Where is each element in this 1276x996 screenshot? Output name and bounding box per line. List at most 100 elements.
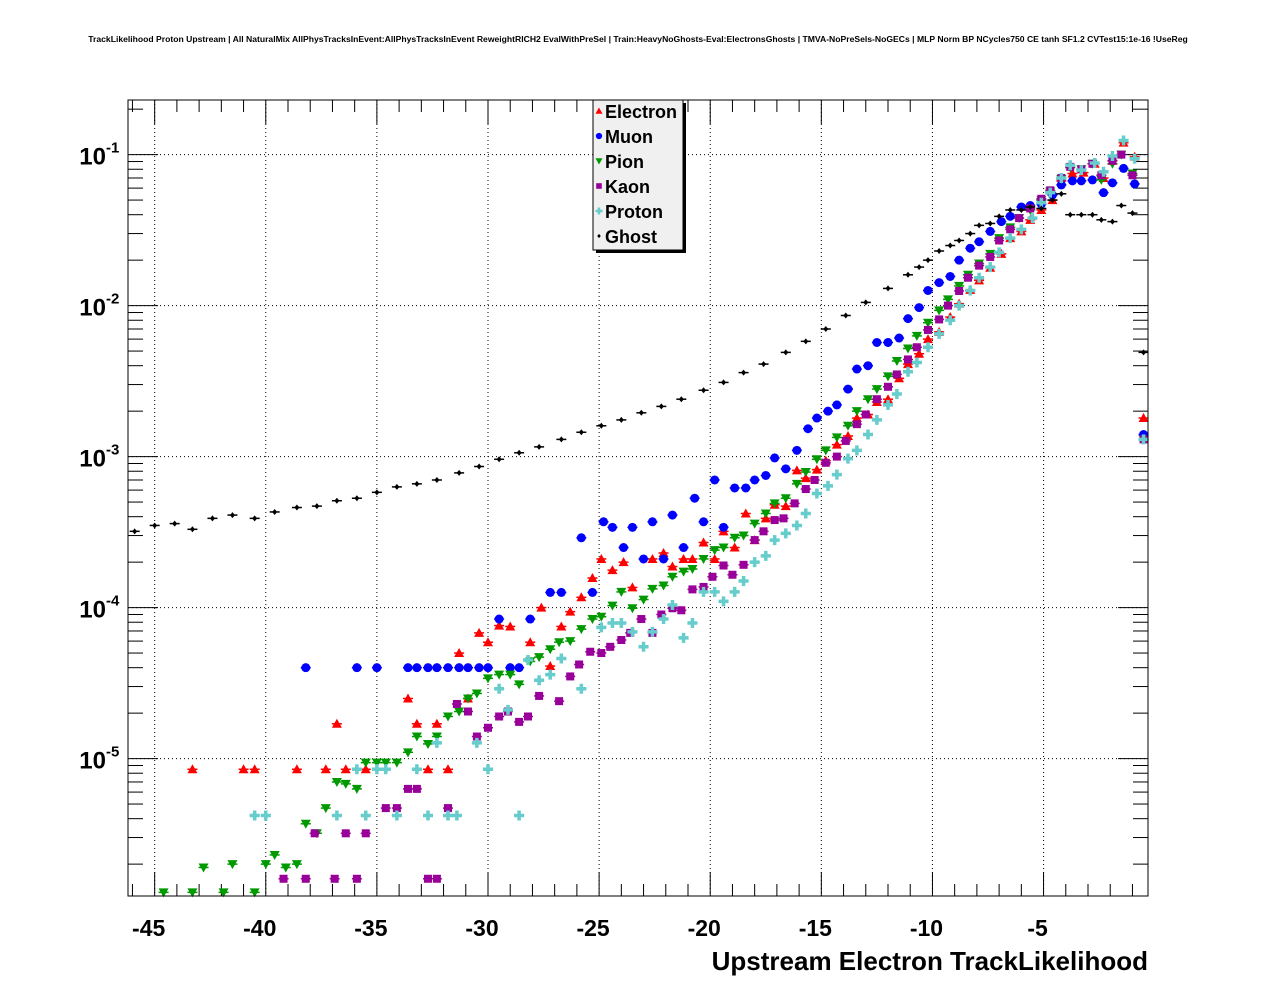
square-marker	[912, 343, 921, 352]
diamond-marker	[496, 456, 502, 463]
circle-marker	[639, 554, 649, 564]
triangle-up-marker	[423, 764, 433, 774]
circle-marker	[803, 424, 813, 434]
circle-marker	[443, 663, 453, 673]
triangle-up-marker	[340, 764, 351, 774]
square-marker	[708, 572, 717, 581]
square-marker	[832, 452, 841, 461]
cross-marker	[360, 810, 371, 821]
square-marker	[1006, 225, 1015, 234]
legend-label: Pion	[605, 152, 644, 172]
diamond-marker	[1027, 203, 1033, 210]
series-proton	[249, 135, 1149, 821]
square-marker	[452, 699, 461, 708]
cross-marker	[678, 632, 689, 643]
cross-marker	[911, 357, 922, 368]
cross-marker	[443, 810, 453, 821]
diamond-marker	[334, 497, 340, 504]
triangle-down-marker	[260, 860, 271, 870]
triangle-up-marker	[883, 394, 893, 404]
cross-marker	[823, 480, 833, 491]
diamond-marker	[172, 520, 178, 527]
triangle-down-marker	[565, 637, 576, 647]
square-marker	[381, 804, 390, 813]
cross-marker	[627, 626, 638, 637]
diamond-marker	[394, 483, 400, 490]
circle-marker	[463, 663, 473, 673]
square-marker	[444, 804, 452, 813]
square-marker	[852, 420, 861, 429]
cross-marker	[371, 764, 382, 775]
x-tick-label: -45	[132, 915, 165, 941]
diamond-marker	[597, 233, 601, 239]
square-marker	[1097, 171, 1106, 180]
triangle-up-marker	[667, 561, 678, 571]
cross-marker	[1076, 165, 1087, 176]
circle-marker	[423, 663, 433, 673]
triangle-down-marker	[820, 446, 831, 456]
triangle-down-marker	[391, 758, 402, 768]
cross-marker	[616, 618, 627, 629]
triangle-down-marker	[729, 533, 740, 543]
x-tick-label: -40	[243, 915, 276, 941]
triangle-up-marker	[903, 359, 913, 369]
square-marker	[555, 697, 564, 706]
diamond-marker	[354, 495, 360, 502]
cross-marker	[249, 810, 260, 821]
square-marker	[464, 707, 472, 716]
diamond-marker	[885, 285, 891, 292]
y-tick-label: 10	[79, 597, 106, 624]
square-marker	[924, 325, 932, 334]
cross-marker	[494, 683, 505, 694]
cross-marker	[738, 576, 749, 587]
triangle-up-marker	[556, 621, 567, 631]
diamond-marker	[618, 416, 624, 423]
square-marker	[361, 829, 370, 838]
cross-marker	[780, 528, 791, 539]
triangle-down-marker	[249, 888, 260, 898]
cross-marker	[431, 737, 442, 748]
triangle-down-marker	[911, 331, 922, 341]
triangle-down-marker	[371, 758, 382, 768]
cross-marker	[749, 557, 760, 568]
triangle-down-marker	[811, 455, 822, 465]
cross-marker	[729, 586, 740, 597]
triangle-down-marker	[667, 572, 678, 582]
circle-marker	[699, 517, 709, 527]
cross-marker	[871, 414, 882, 425]
diamond-marker	[314, 503, 320, 510]
circle-marker	[454, 663, 464, 673]
triangle-down-marker	[269, 850, 280, 860]
triangle-up-marker	[474, 627, 485, 637]
circle-marker	[1056, 180, 1066, 190]
triangle-down-marker	[587, 615, 598, 625]
square-marker	[872, 395, 881, 404]
circle-marker	[627, 522, 637, 532]
circle-marker	[934, 278, 944, 288]
square-marker	[995, 236, 1004, 245]
square-marker	[1015, 214, 1024, 223]
cross-marker	[923, 342, 933, 353]
diamond-marker	[721, 379, 727, 386]
triangle-down-marker	[198, 863, 209, 873]
triangle-down-marker	[943, 295, 953, 305]
cross-marker	[1089, 158, 1100, 168]
legend-label: Electron	[605, 102, 677, 122]
triangle-down-marker	[380, 758, 391, 768]
diamond-marker	[1049, 197, 1055, 204]
diamond-marker	[1109, 218, 1115, 225]
circle-marker	[595, 132, 603, 140]
triangle-down-marker	[843, 421, 853, 431]
circle-marker	[483, 663, 493, 673]
diamond-marker	[916, 264, 922, 271]
x-tick-label: -30	[465, 915, 498, 941]
cross-marker	[1098, 166, 1109, 177]
legend-entry-kaon: Kaon	[596, 177, 650, 197]
cross-marker	[351, 764, 362, 775]
diamond-marker	[189, 526, 195, 533]
square-marker	[750, 536, 759, 545]
cross-marker	[883, 399, 893, 410]
diamond-marker	[761, 361, 767, 368]
triangle-down-marker	[158, 888, 169, 898]
